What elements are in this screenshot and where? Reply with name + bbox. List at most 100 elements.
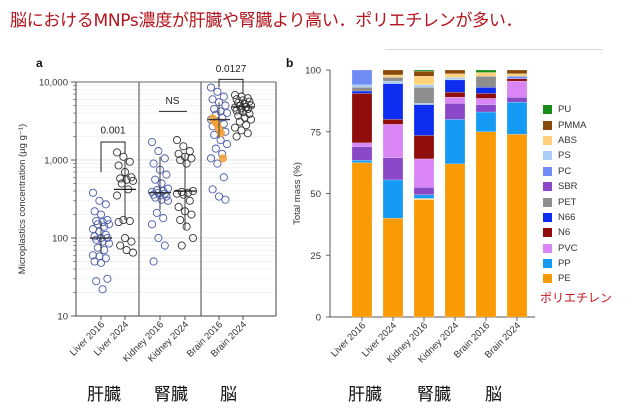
y-axis-label: Microplastics concentration (µg g⁻¹) bbox=[17, 124, 28, 274]
bar-segment-sbr bbox=[351, 146, 373, 161]
bar-segment-n66 bbox=[351, 90, 373, 94]
legend-item-n66: N66 bbox=[543, 210, 587, 225]
legend-swatch bbox=[543, 105, 552, 115]
data-point bbox=[206, 154, 216, 163]
data-point bbox=[149, 159, 158, 168]
chart-legend: PU PMMA ABS PS PC SBR PET N66 N6 PVC PP PE bbox=[543, 102, 587, 287]
bar-segment-pc bbox=[351, 69, 373, 85]
data-point bbox=[163, 196, 173, 205]
data-point bbox=[182, 222, 191, 231]
data-point bbox=[157, 195, 166, 204]
divider-line bbox=[385, 49, 603, 50]
bar-segment-abs bbox=[444, 73, 466, 78]
y-tick-label: 10,000 bbox=[39, 78, 68, 89]
bar-segment-n66 bbox=[475, 87, 497, 94]
organ-label-liver-a: 肝臓 bbox=[87, 385, 121, 405]
bar-segment-pp bbox=[506, 101, 528, 135]
y-tick-label: 50 bbox=[310, 189, 321, 200]
legend-swatch bbox=[543, 166, 552, 176]
legend-label: N6 bbox=[558, 227, 571, 239]
data-point bbox=[210, 130, 219, 139]
highlighted-data-point bbox=[216, 129, 225, 138]
data-point bbox=[187, 154, 196, 163]
bar-segment-abs bbox=[413, 198, 435, 200]
data-point bbox=[127, 173, 136, 182]
data-point bbox=[206, 83, 216, 92]
legend-swatch bbox=[543, 197, 552, 207]
data-point bbox=[237, 104, 246, 113]
data-point bbox=[114, 161, 123, 170]
data-point bbox=[112, 191, 122, 200]
page-title: 脳におけるMNPs濃度が肝臓や腎臓より高い．ポリエチレンが多い． bbox=[10, 11, 523, 31]
data-point bbox=[208, 185, 217, 194]
pe-annotation: ポリエチレン bbox=[540, 291, 613, 305]
y-tick-label: 0 bbox=[316, 313, 321, 324]
data-point bbox=[116, 174, 125, 183]
legend-item-pc: PC bbox=[543, 164, 587, 179]
data-point bbox=[120, 233, 130, 243]
bar-segment-pp bbox=[475, 111, 497, 132]
data-point bbox=[182, 159, 191, 168]
bar-segment-pp bbox=[444, 119, 466, 165]
bar-segment-pet bbox=[351, 87, 373, 92]
legend-swatch bbox=[543, 243, 552, 253]
data-point bbox=[154, 147, 163, 156]
significance-bracket bbox=[218, 78, 244, 95]
legend-label: PMMA bbox=[558, 119, 587, 131]
bar-segment-pvc bbox=[506, 80, 528, 98]
organ-label-liver-b: 肝臓 bbox=[348, 385, 382, 405]
data-point bbox=[92, 277, 101, 286]
legend-swatch bbox=[543, 120, 552, 130]
data-point bbox=[188, 233, 198, 243]
data-point bbox=[95, 196, 104, 205]
y-tick-label: 100 bbox=[305, 66, 321, 77]
data-point bbox=[119, 215, 128, 225]
legend-item-abs: ABS bbox=[543, 133, 587, 148]
data-point bbox=[112, 148, 122, 157]
y-tick-label: 1,000 bbox=[44, 156, 68, 167]
data-point bbox=[154, 233, 163, 243]
data-point bbox=[119, 152, 128, 161]
data-point bbox=[174, 202, 183, 212]
data-point bbox=[90, 257, 99, 266]
data-point bbox=[222, 108, 232, 118]
data-point bbox=[98, 285, 107, 294]
bar-segment-sbr bbox=[382, 157, 404, 181]
data-point bbox=[230, 91, 240, 100]
bar-segment-pet bbox=[382, 77, 404, 82]
data-point bbox=[103, 215, 112, 225]
data-point bbox=[177, 241, 186, 250]
organ-label-kidney-a: 腎臓 bbox=[154, 385, 188, 405]
legend-label: SBR bbox=[558, 181, 578, 193]
data-point bbox=[159, 214, 168, 223]
y-tick-label: 25 bbox=[310, 251, 321, 262]
data-point bbox=[96, 210, 106, 219]
data-point bbox=[172, 189, 182, 198]
legend-label: PS bbox=[558, 150, 571, 162]
data-point bbox=[149, 257, 158, 266]
bar-segment-ps bbox=[413, 84, 435, 88]
data-point bbox=[104, 220, 114, 229]
bar-segment-pp bbox=[351, 159, 373, 163]
data-point bbox=[208, 95, 217, 104]
data-point bbox=[179, 142, 188, 151]
data-point bbox=[213, 159, 222, 168]
bar-segment-pmma bbox=[444, 69, 466, 74]
legend-label: PP bbox=[558, 258, 571, 270]
bar-segment-pvc bbox=[382, 124, 404, 158]
bar-segment-pet bbox=[475, 75, 497, 88]
data-point bbox=[216, 136, 225, 145]
data-point bbox=[101, 200, 110, 209]
organ-label-brain-b: 脳 bbox=[485, 385, 502, 405]
bar-segment-pvc bbox=[444, 96, 466, 104]
legend-item-pmma: PMMA bbox=[543, 117, 587, 132]
bar-segment-pvc bbox=[351, 142, 373, 147]
y-axis-label: Total mass (%) bbox=[292, 162, 303, 225]
data-point bbox=[232, 132, 241, 141]
data-point bbox=[246, 115, 256, 124]
organ-label-brain-a: 脳 bbox=[220, 385, 237, 405]
data-point bbox=[162, 170, 171, 179]
data-point bbox=[125, 157, 134, 166]
data-point bbox=[147, 220, 157, 229]
legend-item-pvc: PVC bbox=[543, 241, 587, 256]
